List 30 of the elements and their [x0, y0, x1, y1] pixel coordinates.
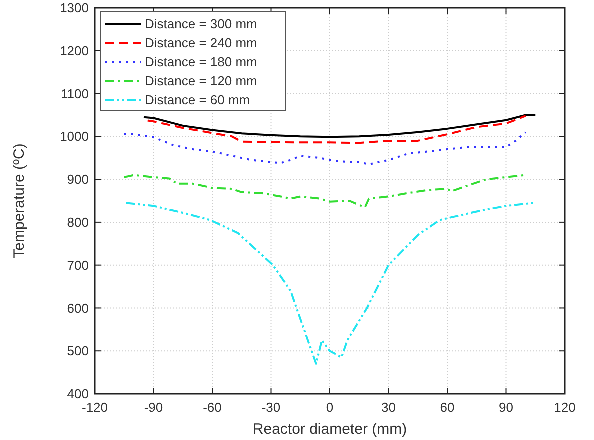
x-tick-label: -60: [203, 400, 222, 415]
x-tick-label: -120: [82, 400, 108, 415]
y-tick-label: 800: [67, 214, 89, 230]
legend-label: Distance = 60 mm: [145, 92, 250, 108]
y-tick-label: 900: [67, 172, 89, 188]
line-series: [123, 131, 527, 166]
line-series: [125, 202, 535, 365]
y-tick-label: 500: [67, 344, 89, 359]
x-tick-label: 120: [554, 400, 576, 415]
y-tick-label: 600: [67, 300, 89, 316]
x-axis-title: Reactor diameter (mm): [252, 421, 408, 438]
x-tick-label: 30: [382, 400, 396, 415]
legend-label: Distance = 180 mm: [145, 54, 258, 70]
x-tick-label: 0: [326, 400, 334, 415]
y-tick-label: 700: [67, 258, 89, 273]
x-tick-label: 90: [499, 400, 514, 415]
y-axis-title: Temperature (ºC): [11, 144, 28, 258]
y-tick-label: 1300: [60, 0, 89, 16]
legend-label: Distance = 240 mm: [145, 36, 258, 51]
y-tick-label: 400: [67, 386, 89, 402]
legend-label: Distance = 300 mm: [145, 16, 258, 32]
x-tick-label: -30: [262, 400, 281, 415]
line-series: [146, 115, 527, 144]
y-tick-label: 1200: [60, 43, 89, 58]
y-tick-label: 1100: [61, 86, 89, 102]
line-series: [142, 114, 537, 138]
x-tick-label: 60: [440, 400, 455, 415]
y-tick-label: 1000: [60, 129, 89, 144]
x-tick-label: -90: [144, 400, 164, 415]
legend-label: Distance = 120 mm: [145, 74, 258, 89]
